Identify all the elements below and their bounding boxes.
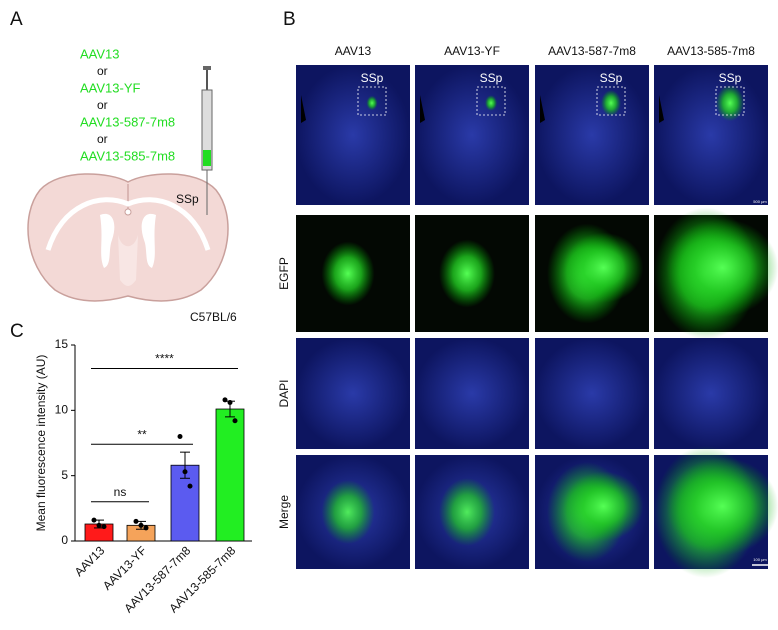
region-label: SSp (361, 71, 384, 85)
tissue-edge (420, 95, 425, 123)
image (654, 338, 768, 449)
y-tick-label: 10 (55, 403, 69, 417)
expression (716, 84, 744, 122)
image (296, 65, 410, 205)
scale-bar-label: 500 μm (753, 199, 767, 204)
vector-label: AAV13-YF (80, 80, 141, 95)
micrograph: SSp (654, 65, 768, 205)
panel-label: B (283, 9, 296, 30)
expression (563, 232, 644, 303)
image (535, 338, 649, 449)
y-tick-label: 0 (61, 533, 68, 547)
roi-box (476, 86, 506, 116)
separator: or (97, 132, 108, 146)
brain (27, 173, 229, 302)
data-point (138, 522, 144, 528)
roi-box (596, 86, 626, 116)
micrograph (296, 215, 410, 332)
image (535, 65, 649, 205)
data-point (133, 518, 139, 524)
micrograph (535, 455, 649, 569)
micrograph (415, 215, 529, 332)
y-tick-label: 5 (61, 468, 68, 482)
separator: or (97, 98, 108, 112)
expression (563, 471, 644, 542)
region-label: SSp (480, 71, 503, 85)
image (415, 338, 529, 449)
tissue-edge (301, 95, 306, 123)
row-label: Merge (277, 495, 291, 529)
micrograph (654, 338, 768, 449)
micrograph: SSp (415, 65, 529, 205)
micrograph (415, 338, 529, 449)
column-label: AAV13-YF (444, 44, 500, 58)
region-label: SSp (176, 192, 199, 206)
y-tick-label: 15 (55, 337, 69, 351)
micrograph (654, 446, 778, 578)
data-point (187, 483, 193, 489)
column-label: AAV13-587-7m8 (548, 44, 636, 58)
panel-label: A (10, 9, 23, 30)
x-tick-label: AAV13 (72, 543, 108, 579)
expression (439, 478, 495, 546)
significance-label: ns (114, 485, 127, 499)
significance-label: **** (155, 352, 174, 366)
data-point (101, 524, 107, 530)
syringe (201, 66, 213, 215)
data-point (222, 397, 228, 403)
row-label: EGFP (277, 257, 291, 290)
image (296, 338, 410, 449)
data-point (96, 522, 102, 528)
column-label: AAV13-585-7m8 (667, 44, 755, 58)
expression (439, 239, 495, 308)
separator: or (97, 64, 108, 78)
significance-label: ** (137, 427, 147, 441)
column-label: AAV13 (335, 44, 372, 58)
region-label: SSp (719, 71, 742, 85)
y-axis-label: Mean fluorescence intensity (AU) (34, 355, 48, 532)
expression (601, 90, 621, 116)
micrograph (415, 455, 529, 569)
data-point (91, 517, 97, 523)
expression (321, 480, 375, 544)
strain-label: C57BL/6 (190, 310, 237, 324)
micrograph (535, 338, 649, 449)
tissue-edge (540, 95, 545, 123)
data-point (143, 525, 149, 531)
expression (666, 218, 778, 317)
data-point (232, 418, 238, 424)
row-label: DAPI (277, 379, 291, 407)
expression (321, 241, 375, 306)
expression (366, 95, 378, 111)
micrograph (654, 207, 778, 340)
micrograph (296, 338, 410, 449)
expression (485, 95, 497, 111)
micrograph: SSp (296, 65, 410, 205)
expression (666, 457, 778, 556)
panel-label: C (10, 321, 24, 342)
vector-label: AAV13-587-7m8 (80, 114, 175, 129)
data-point (182, 469, 188, 475)
roi-box (715, 86, 745, 116)
data-point (177, 433, 183, 439)
roi-box (357, 86, 387, 116)
region-label: SSp (600, 71, 623, 85)
tissue-edge (659, 95, 664, 123)
micrograph (535, 215, 649, 332)
scale-bar-label: 100 μm (753, 557, 767, 562)
bar (215, 408, 245, 542)
micrograph (296, 455, 410, 569)
image (654, 65, 768, 205)
vector-label: AAV13 (80, 46, 120, 61)
data-point (227, 399, 233, 405)
micrograph: SSp (535, 65, 649, 205)
vector-label: AAV13-585-7m8 (80, 148, 175, 163)
image (415, 65, 529, 205)
